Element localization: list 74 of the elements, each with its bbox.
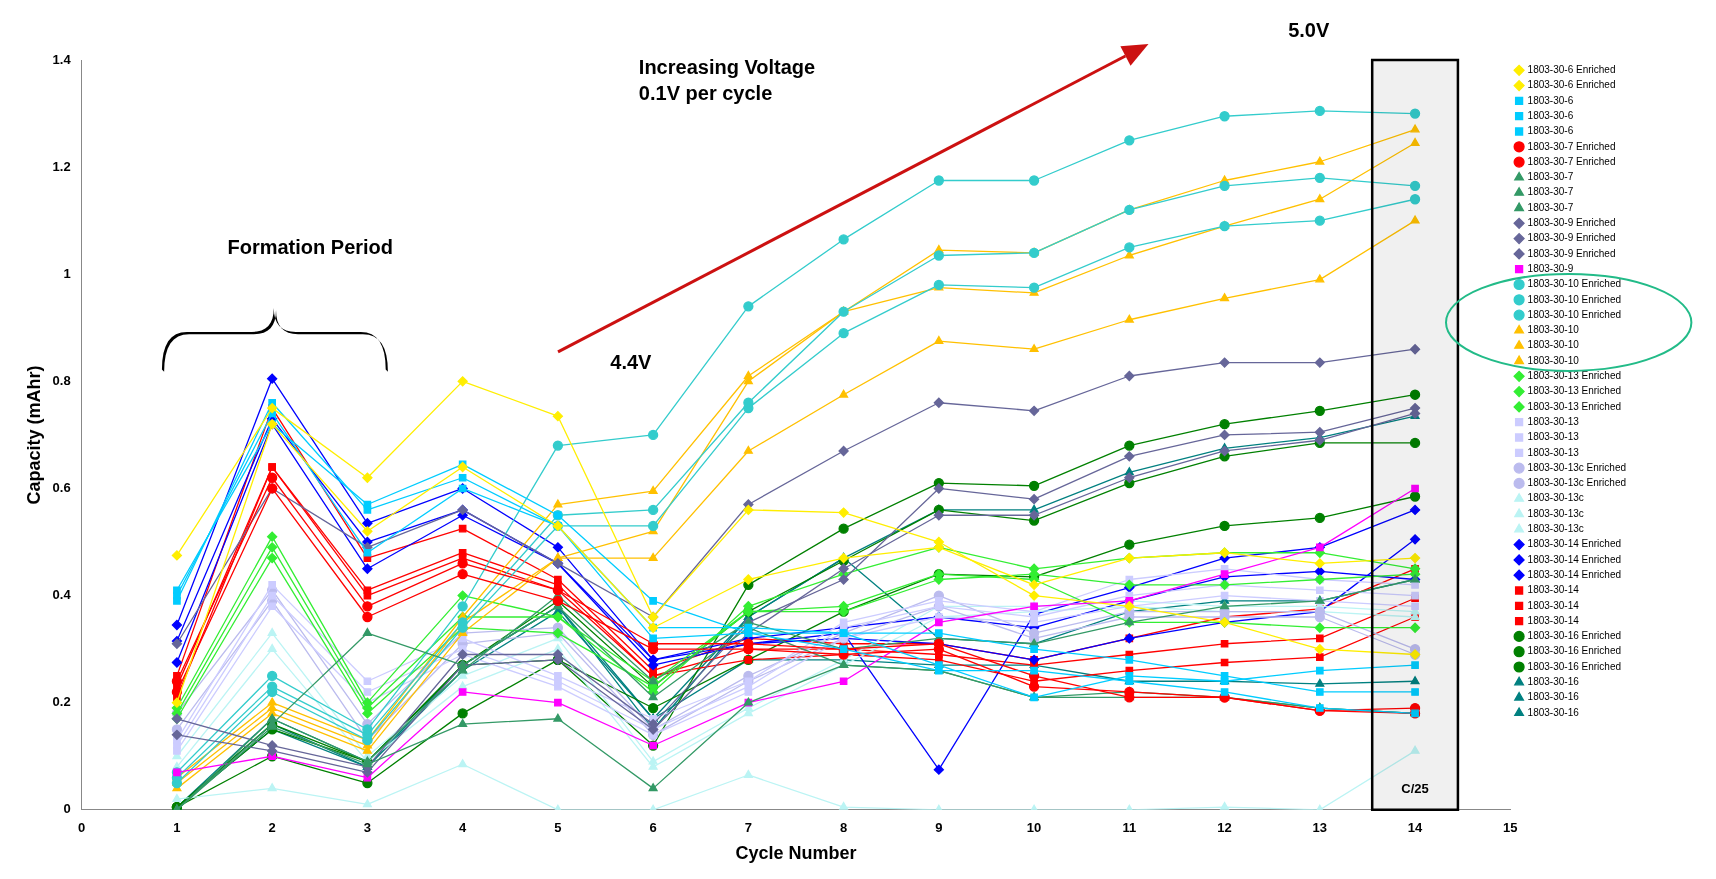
legend-label: 1803-30-14 Enriched (1527, 538, 1622, 550)
legend-label: 1803-30-10 (1527, 339, 1580, 351)
x-tick-label: 15 (1503, 820, 1518, 836)
legend-label: 1803-30-16 (1527, 691, 1580, 703)
y-axis-title: Capacity (mAhr) (23, 365, 44, 505)
y-tick-label: 0.8 (52, 372, 71, 388)
y-tick-label: 0 (63, 801, 71, 817)
x-axis-title: Cycle Number (735, 843, 857, 864)
legend-label: 1803-30-14 (1527, 614, 1580, 626)
legend-label: 1803-30-14 Enriched (1527, 568, 1622, 580)
legend-label: 1803-30-10 Enriched (1527, 278, 1622, 290)
x-tick-label: 5 (554, 820, 562, 836)
legend-label: 1803-30-16 (1527, 676, 1580, 688)
legend-label: 1803-30-7 (1527, 171, 1574, 183)
y-tick-label: 0.6 (52, 480, 71, 496)
legend-label: 1803-30-13c (1527, 507, 1584, 519)
legend-label: 1803-30-13c (1527, 492, 1584, 504)
legend-label: 1803-30-10 Enriched (1527, 293, 1622, 305)
legend-label: 1803-30-14 Enriched (1527, 553, 1622, 565)
legend-label: 1803-30-16 Enriched (1527, 630, 1622, 642)
y-tick-label: 1.2 (52, 158, 71, 174)
legend-label: 1803-30-13 (1527, 446, 1580, 458)
legend-label: 1803-30-13 Enriched (1527, 385, 1622, 397)
legend-label: 1803-30-9 (1527, 262, 1574, 274)
x-tick-label: 1 (173, 820, 181, 836)
y-tick-label: 1.4 (52, 51, 72, 67)
x-tick-label: 10 (1026, 820, 1042, 836)
x-tick-label: 13 (1312, 820, 1328, 836)
legend-label: 1803-30-7 (1527, 186, 1574, 198)
y-tick-label: 0.2 (52, 694, 71, 710)
legend-label: 1803-30-9 Enriched (1527, 232, 1616, 244)
legend-label: 1803-30-13 (1527, 431, 1580, 443)
y-tick-label: 0.4 (52, 587, 72, 603)
x-tick-label: 7 (744, 820, 752, 836)
legend-label: 1803-30-14 (1527, 584, 1580, 596)
band-label: C/25 (1401, 780, 1429, 796)
legend-label: 1803-30-6 (1527, 94, 1574, 106)
annotation: Formation Period (227, 235, 394, 258)
legend-label: 1803-30-16 Enriched (1527, 660, 1622, 672)
legend-label: 1803-30-16 Enriched (1527, 645, 1622, 657)
x-tick-label: 11 (1122, 820, 1137, 836)
legend-label: 1803-30-13 (1527, 415, 1580, 427)
x-tick-label: 6 (649, 820, 657, 836)
x-tick-label: 4 (459, 820, 468, 836)
text: 5.0V (1288, 18, 1330, 41)
legend-label: 1803-30-13c Enriched (1527, 477, 1627, 489)
legend-label: 1803-30-7 Enriched (1527, 140, 1616, 152)
x-tick-label: 12 (1217, 820, 1232, 836)
legend-label: 1803-30-7 Enriched (1527, 155, 1616, 167)
y-tick-label: 1 (63, 265, 71, 281)
legend-label: 1803-30-7 (1527, 201, 1574, 213)
annotation: Increasing Voltage 0.1V per cycle (638, 56, 816, 105)
legend-label: 1803-30-6 Enriched (1527, 64, 1616, 76)
legend-label: 1803-30-13c (1527, 523, 1584, 535)
x-tick-label: 14 (1407, 820, 1424, 836)
x-tick-label: 9 (935, 820, 943, 836)
x-tick-label: 0 (78, 820, 86, 836)
legend-label: 1803-30-16 (1527, 706, 1580, 718)
x-tick-label: 3 (363, 820, 372, 836)
legend-label: 1803-30-14 (1527, 599, 1580, 611)
legend-label: 1803-30-6 Enriched (1527, 79, 1616, 91)
annotation: 4.4V (610, 350, 653, 373)
legend-label: 1803-30-9 Enriched (1527, 247, 1616, 259)
legend-label: 1803-30-10 (1527, 354, 1580, 366)
legend-label: 1803-30-13 Enriched (1527, 370, 1622, 382)
x-tick-label: 8 (839, 820, 848, 836)
legend-label: 1803-30-9 Enriched (1527, 217, 1616, 229)
x-tick-label: 2 (268, 820, 276, 836)
legend-label: 1803-30-10 (1527, 324, 1580, 336)
legend-label: 1803-30-13c Enriched (1527, 461, 1627, 473)
legend-label: 1803-30-6 (1527, 125, 1574, 137)
legend-label: 1803-30-6 (1527, 109, 1574, 121)
legend-label: 1803-30-10 Enriched (1527, 308, 1622, 320)
legend-label: 1803-30-13 Enriched (1527, 400, 1622, 412)
